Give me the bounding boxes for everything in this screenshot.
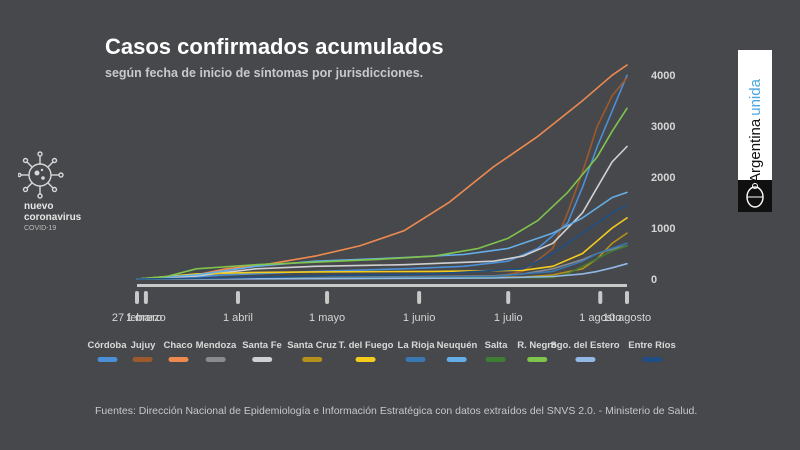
coronavirus-logo-text: nuevo coronavirus COVID-19 — [24, 201, 81, 234]
y-tick-label: 3000 — [651, 121, 675, 133]
legend-item: Sgo. del Estero — [550, 340, 620, 362]
legend-swatch — [251, 357, 272, 362]
legend-swatch — [355, 357, 376, 362]
coronavirus-icon — [18, 151, 64, 199]
legend-label: Santa Cruz — [287, 340, 337, 351]
legend-swatch — [167, 357, 188, 362]
legend-swatch — [302, 357, 322, 362]
legend-label: Sgo. del Estero — [550, 340, 620, 351]
x-tick-label: 1 marzo — [126, 312, 166, 324]
x-tick-label: 1 agosto — [579, 312, 621, 324]
x-tick-label: 1 junio — [403, 312, 435, 324]
legend-item: La Rioja — [397, 340, 435, 362]
x-tick-mark — [135, 291, 139, 304]
y-tick-label: 0 — [651, 274, 657, 286]
legend-item: Mendoza — [195, 340, 237, 362]
legend-swatch — [641, 357, 662, 362]
legend-swatch — [486, 357, 506, 362]
legend-swatch — [575, 357, 595, 362]
x-tick-mark — [143, 291, 148, 304]
legend-item: Salta — [484, 340, 508, 362]
x-tick-mark — [325, 291, 330, 304]
series-line-0 — [136, 74, 628, 280]
series-line-1 — [136, 76, 628, 280]
source-footnote: Fuentes: Dirección Nacional de Epidemiol… — [95, 405, 698, 417]
legend-item: Santa Fe — [242, 340, 282, 362]
logo-line-3: COVID-19 — [24, 225, 57, 232]
x-tick-mark — [598, 291, 603, 304]
legend-swatch — [446, 357, 467, 362]
legend-item: Entre Ríos — [628, 340, 676, 362]
y-tick-label: 4000 — [651, 70, 675, 82]
series-line-4 — [136, 145, 628, 280]
legend-label: R. Negro — [517, 340, 557, 351]
legend-swatch — [97, 357, 117, 362]
legend-label: Chaco — [163, 340, 193, 351]
legend-label: Córdoba — [87, 340, 127, 351]
x-tick-label: 10 agosto — [603, 312, 651, 324]
legend-item: Chaco — [163, 340, 193, 362]
x-tick-label: 27 febrero — [112, 312, 162, 324]
legend-item: Jujuy — [130, 340, 156, 362]
x-tick-mark — [417, 291, 422, 304]
x-tick-label: 1 abril — [223, 312, 253, 324]
legend-label: Salta — [484, 340, 508, 351]
page-title: Casos confirmados acumulados — [105, 34, 444, 59]
legend-item: R. Negro — [517, 340, 557, 362]
series-line-12 — [136, 204, 628, 280]
legend-swatch — [527, 357, 547, 362]
y-tick-label: 2000 — [651, 172, 675, 184]
series-line-10 — [136, 107, 628, 280]
series-line-6 — [136, 217, 628, 280]
x-axis-line — [137, 284, 627, 287]
legend-item: Neuquén — [436, 340, 478, 362]
legend-swatch — [205, 357, 226, 362]
legend-item: Córdoba — [87, 340, 127, 362]
legend-label: Entre Ríos — [628, 340, 676, 351]
y-tick-label: 1000 — [651, 223, 675, 235]
x-tick-mark — [506, 291, 511, 304]
legend-item: Santa Cruz — [287, 340, 337, 362]
legend-label: La Rioja — [397, 340, 435, 351]
x-tick-label: 1 julio — [494, 312, 523, 324]
legend-label: Jujuy — [130, 340, 156, 351]
x-tick-label: 1 mayo — [309, 312, 345, 324]
legend-label: Neuquén — [436, 340, 478, 351]
x-tick-mark — [625, 291, 629, 304]
legend-label: Santa Fe — [242, 340, 282, 351]
legend-item: T. del Fuego — [338, 340, 394, 362]
logo-line-1: nuevo — [24, 201, 54, 212]
series-line-8 — [136, 191, 628, 280]
logo-line-2: coronavirus — [24, 212, 82, 223]
legend-label: Mendoza — [195, 340, 237, 351]
series-line-11 — [136, 262, 628, 280]
legend-label: T. del Fuego — [338, 340, 394, 351]
coat-of-arms-icon — [738, 180, 772, 212]
legend-swatch — [405, 357, 426, 362]
chart-legend: Córdoba Jujuy Chaco Mendoza Santa Fe Santa Cr… — [0, 340, 800, 370]
x-tick-mark — [235, 291, 240, 304]
legend-swatch — [133, 357, 153, 362]
page-subtitle: según fecha de inicio de síntomas por ju… — [105, 66, 424, 80]
